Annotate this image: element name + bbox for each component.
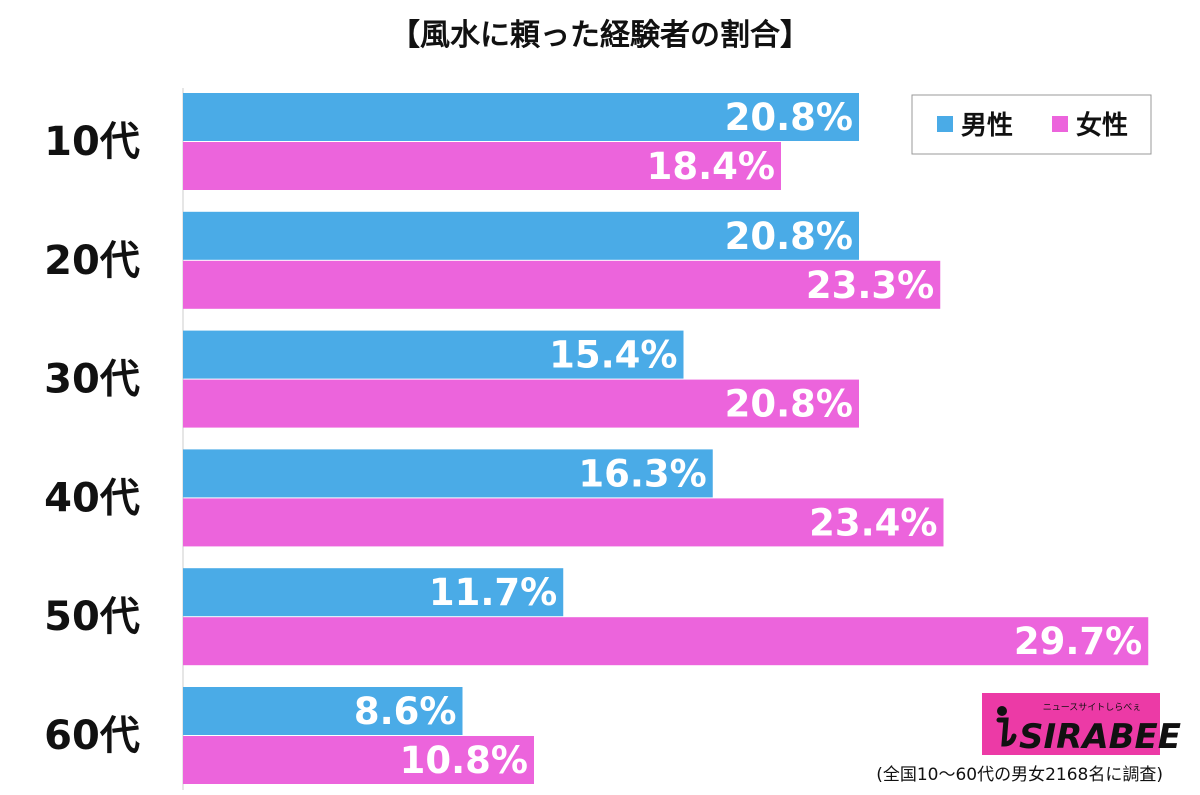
data-label-female: 10.8% <box>400 739 528 782</box>
logo-i-dot <box>997 706 1007 716</box>
bar-female <box>183 142 781 190</box>
bar-male <box>183 93 859 141</box>
category-label: 10代 <box>44 119 140 165</box>
legend-swatch-male <box>937 116 953 132</box>
data-label-female: 18.4% <box>647 145 775 188</box>
data-label-male: 16.3% <box>578 452 706 495</box>
legend: 男性 女性 <box>911 94 1152 155</box>
category-label: 50代 <box>44 594 140 640</box>
data-label-male: 20.8% <box>725 96 853 139</box>
bar-female <box>183 379 859 428</box>
bar-male <box>183 568 564 617</box>
bars-group: 20.8% 18.4% 20.8% 23.3% 15.4% 20.8% 16.3% 23.4%… <box>183 93 1149 784</box>
data-label-male: 15.4% <box>549 334 677 377</box>
bar-female <box>183 736 534 784</box>
category-label: 20代 <box>44 238 140 284</box>
survey-note: (全国10〜60代の男女2168名に調査) <box>876 765 1163 785</box>
data-label-male: 20.8% <box>725 215 853 258</box>
data-label-female: 29.7% <box>1014 620 1142 663</box>
bar-female <box>183 260 941 309</box>
data-label-male: 11.7% <box>429 571 557 614</box>
logo-wordmark: SIRABEE <box>1019 717 1181 757</box>
bar-female <box>183 498 944 547</box>
data-label-male: 8.6% <box>354 690 457 733</box>
category-label: 30代 <box>44 357 140 403</box>
sirabee-logo: ニュースサイトしらべぇ SIRABEE <box>982 693 1181 757</box>
logo-background <box>982 693 1160 755</box>
legend-label-male: 男性 <box>961 111 1013 141</box>
logo-tagline: ニュースサイトしらべぇ <box>1043 702 1142 713</box>
bar-male <box>183 211 859 260</box>
data-label-female: 23.4% <box>809 501 937 544</box>
category-label: 40代 <box>44 475 140 521</box>
bar-male <box>183 687 463 735</box>
chart-title: 【風水に頼った経験者の割合】 <box>390 18 810 53</box>
data-label-female: 23.3% <box>806 264 934 307</box>
bar-female <box>183 617 1149 666</box>
category-label: 60代 <box>44 713 140 759</box>
legend-swatch-female <box>1052 116 1068 132</box>
bar-male <box>183 449 713 498</box>
logo-i-stem <box>996 717 1017 747</box>
category-labels-group: 10代 20代 30代 40代 50代 60代 <box>44 119 140 759</box>
legend-label-female: 女性 <box>1076 110 1128 141</box>
bar-male <box>183 330 684 379</box>
data-label-female: 20.8% <box>725 383 853 426</box>
